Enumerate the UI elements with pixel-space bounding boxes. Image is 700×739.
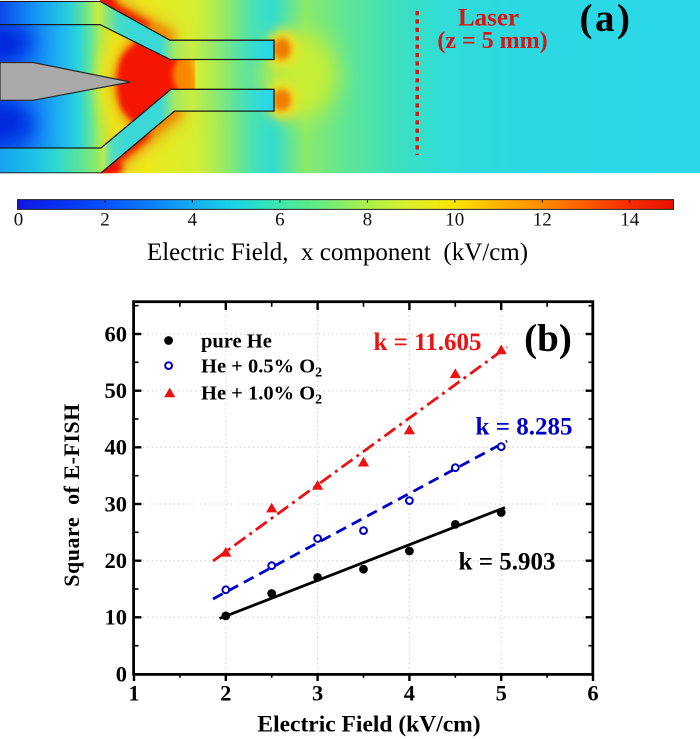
- svg-text:k = 11.605: k = 11.605: [373, 329, 481, 356]
- svg-text:1: 1: [128, 681, 139, 706]
- svg-text:(b): (b): [524, 317, 572, 360]
- svg-text:14: 14: [620, 210, 640, 231]
- svg-text:50: 50: [105, 378, 128, 403]
- svg-text:40: 40: [105, 435, 128, 460]
- svg-text:Electric Field, x component: Electric Field, x component (kV/cm): [147, 239, 528, 266]
- svg-text:Square of E-FISH: Square of E-FISH: [59, 403, 84, 587]
- svg-text:(z = 5 mm): (z = 5 mm): [437, 28, 547, 54]
- svg-text:60: 60: [105, 321, 128, 346]
- svg-text:4: 4: [188, 210, 198, 231]
- svg-text:3: 3: [312, 681, 323, 706]
- svg-text:Laser: Laser: [458, 5, 519, 32]
- svg-text:20: 20: [105, 548, 128, 573]
- svg-text:pure He: pure He: [201, 330, 272, 352]
- svg-text:k = 8.285: k = 8.285: [476, 414, 573, 441]
- svg-text:10: 10: [105, 605, 128, 630]
- svg-text:6: 6: [275, 210, 285, 231]
- svg-text:8: 8: [363, 210, 373, 231]
- svg-text:2: 2: [220, 681, 231, 706]
- svg-text:0: 0: [14, 210, 24, 231]
- svg-text:0: 0: [116, 661, 127, 686]
- svg-text:He + 0.5% O2: He + 0.5% O2: [201, 355, 322, 380]
- svg-text:4: 4: [404, 681, 415, 706]
- svg-text:Electric Field (kV/cm): Electric Field (kV/cm): [257, 712, 480, 738]
- svg-text:5: 5: [496, 681, 507, 706]
- svg-text:10: 10: [445, 210, 464, 231]
- svg-text:6: 6: [587, 681, 598, 706]
- svg-text:k = 5.903: k = 5.903: [459, 549, 556, 576]
- svg-text:He + 1.0% O2: He + 1.0% O2: [201, 382, 322, 407]
- svg-text:(a): (a): [580, 0, 633, 40]
- svg-text:30: 30: [105, 491, 128, 516]
- svg-text:2: 2: [100, 210, 110, 231]
- svg-text:12: 12: [533, 210, 552, 231]
